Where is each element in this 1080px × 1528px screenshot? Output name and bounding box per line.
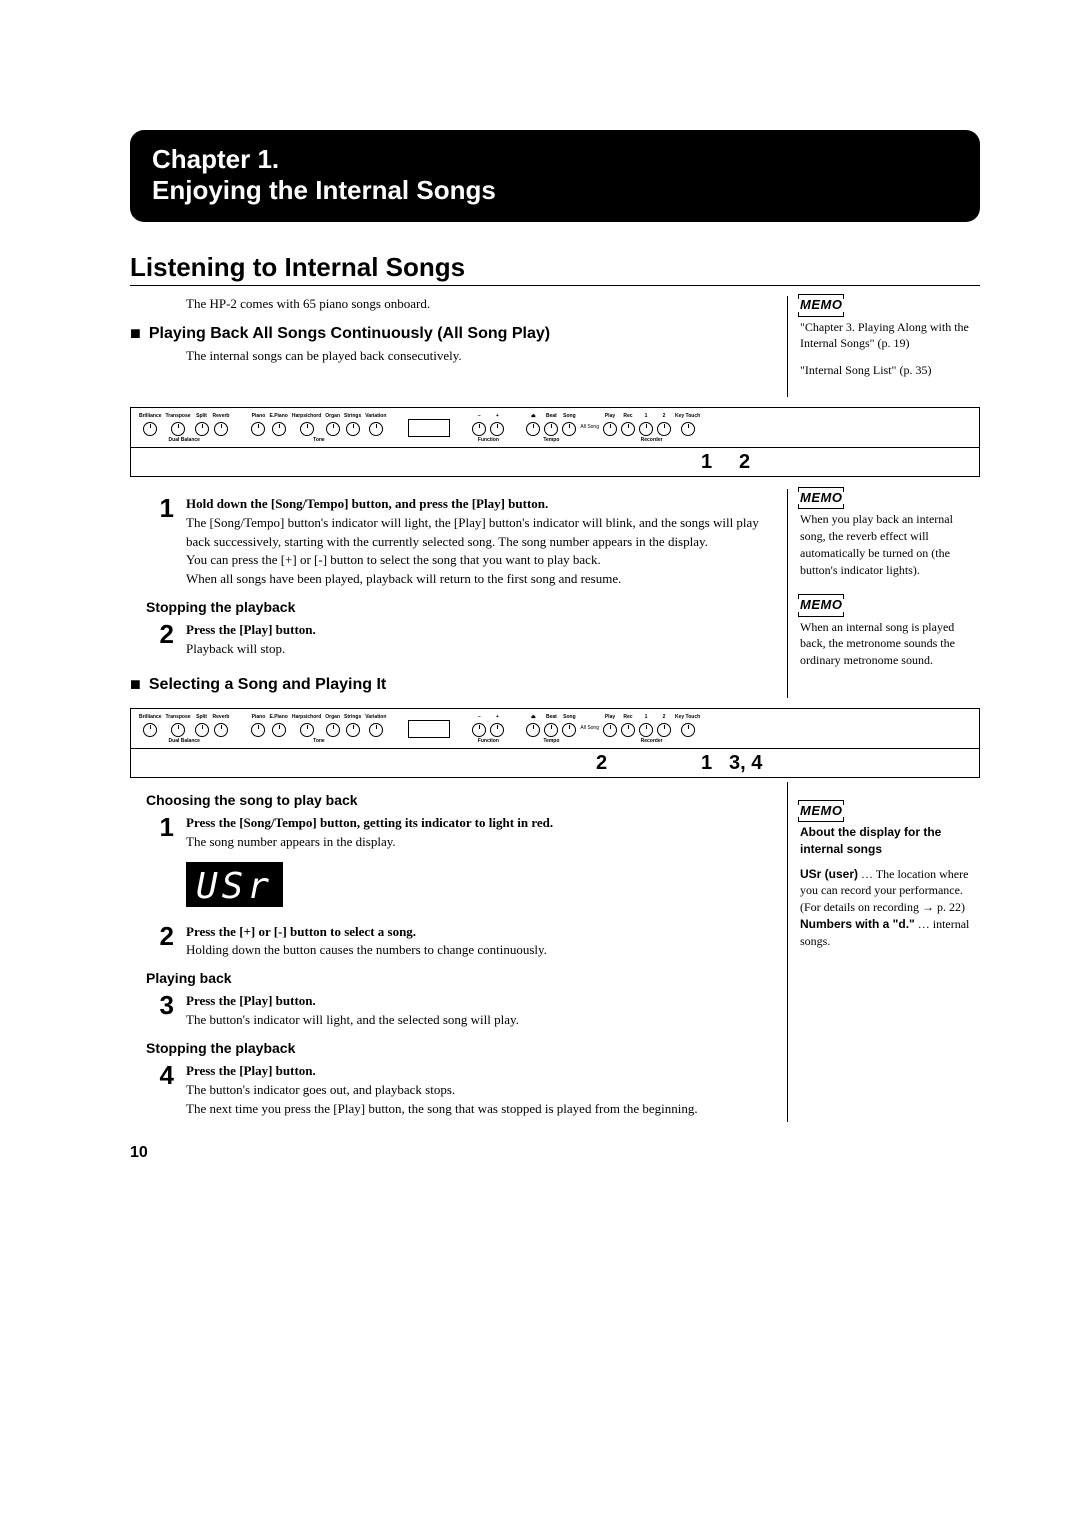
subsection-selectsong: Selecting a Song and Playing It [130,673,765,694]
subsection-allsongplay: Playing Back All Songs Continuously (All… [130,322,765,343]
choose2-body: Holding down the button causes the numbe… [186,941,765,960]
choose-heading: Choosing the song to play back [146,792,765,808]
subsection-body: The internal songs can be played back co… [186,347,765,366]
panel-knob: Harpsichord [292,715,321,737]
panel-knob: Split [195,414,209,436]
stop1-num: 2 [146,621,174,659]
play-heading: Playing back [146,970,765,986]
control-panel-2: BrillianceTransposeSplitReverbDual Balan… [130,708,980,778]
chapter-banner: Chapter 1. Enjoying the Internal Songs [130,130,980,222]
stop1-title: Press the [Play] button. [186,621,765,640]
stop1-heading: Stopping the playback [146,599,765,615]
play-title: Press the [Play] button. [186,992,765,1011]
panel-knob: Piano [251,414,265,436]
panel-display [408,419,450,437]
memo1a: "Chapter 3. Playing Along with the Inter… [800,319,980,353]
panel-display [408,720,450,738]
chapter-line2: Enjoying the Internal Songs [152,175,958,206]
stop2-num: 4 [146,1062,174,1119]
panel-knob: Variation [365,715,386,737]
panel-knob: Split [195,715,209,737]
panel-knob: Organ [325,414,340,436]
panel-knob: Piano [251,715,265,737]
panel-knob: Reverb [213,414,230,436]
memo-icon: MEMO [800,802,842,820]
callout2-c: 3, 4 [729,752,762,775]
step1-title: Hold down the [Song/Tempo] button, and p… [186,495,765,514]
panel-knob: 2 [657,715,671,737]
stop1-body: Playback will stop. [186,640,765,659]
step1-num: 1 [146,495,174,589]
panel-knob: Variation [365,414,386,436]
panel-knob: E.Piano [269,414,287,436]
panel-knob: Play [603,414,617,436]
stop2-heading: Stopping the playback [146,1040,765,1056]
panel-knob: Strings [344,715,361,737]
play-body: The button's indicator will light, and t… [186,1011,765,1030]
callout-1: 1 [701,451,712,474]
stop2-title: Press the [Play] button. [186,1062,765,1081]
panel-knob: Beat [544,715,558,737]
choose1-title: Press the [Song/Tempo] button, getting i… [186,814,765,833]
memo-icon: MEMO [800,596,842,614]
panel-knob: 1 [639,414,653,436]
panel-knob: Rec [621,414,635,436]
memo3: When an internal song is played back, th… [800,619,980,669]
choose1-body: The song number appears in the display. [186,833,765,852]
choose1-num: 1 [146,814,174,852]
panel-knob: Beat [544,414,558,436]
panel-knob: Key Touch [675,715,700,737]
memo4-num: Numbers with a "d." … internal songs. [800,916,980,950]
step1-body: The [Song/Tempo] button's indicator will… [186,514,765,589]
memo-icon: MEMO [800,296,842,314]
choose2-title: Press the [+] or [-] button to select a … [186,923,765,942]
intro-text: The HP-2 comes with 65 piano songs onboa… [186,296,765,312]
panel-knob: Song [562,715,576,737]
memo4-heading: About the display for the internal songs [800,824,980,858]
panel-knob: ⏏ [526,414,540,436]
control-panel-1: BrillianceTransposeSplitReverbDual Balan… [130,407,980,477]
panel-knob: 2 [657,414,671,436]
page-number: 10 [130,1144,148,1162]
memo2: When you play back an internal song, the… [800,511,980,578]
memo-icon: MEMO [800,489,842,507]
callout2-b: 1 [701,752,712,775]
memo4-usr: USr (user) … The location where you can … [800,866,980,916]
panel-knob: Reverb [213,715,230,737]
panel-knob: ⏏ [526,715,540,737]
panel-knob: Transpose [166,414,191,436]
panel-knob: Brilliance [139,715,162,737]
display-lcd: USr [186,862,283,907]
panel-knob: Key Touch [675,414,700,436]
choose2-num: 2 [146,923,174,961]
panel-knob: Play [603,715,617,737]
chapter-line1: Chapter 1. [152,144,958,175]
panel-knob: Transpose [166,715,191,737]
callout-2: 2 [739,451,750,474]
panel-knob: Song [562,414,576,436]
panel-knob: Brilliance [139,414,162,436]
panel-knob: E.Piano [269,715,287,737]
stop2-body: The button's indicator goes out, and pla… [186,1081,765,1119]
play-num: 3 [146,992,174,1030]
panel-knob: Strings [344,414,361,436]
memo1b: "Internal Song List" (p. 35) [800,362,980,379]
callout2-a: 2 [596,752,607,775]
panel-knob: 1 [639,715,653,737]
panel-knob: Harpsichord [292,414,321,436]
section-title: Listening to Internal Songs [130,252,766,283]
panel-knob: Rec [621,715,635,737]
panel-knob: Organ [325,715,340,737]
